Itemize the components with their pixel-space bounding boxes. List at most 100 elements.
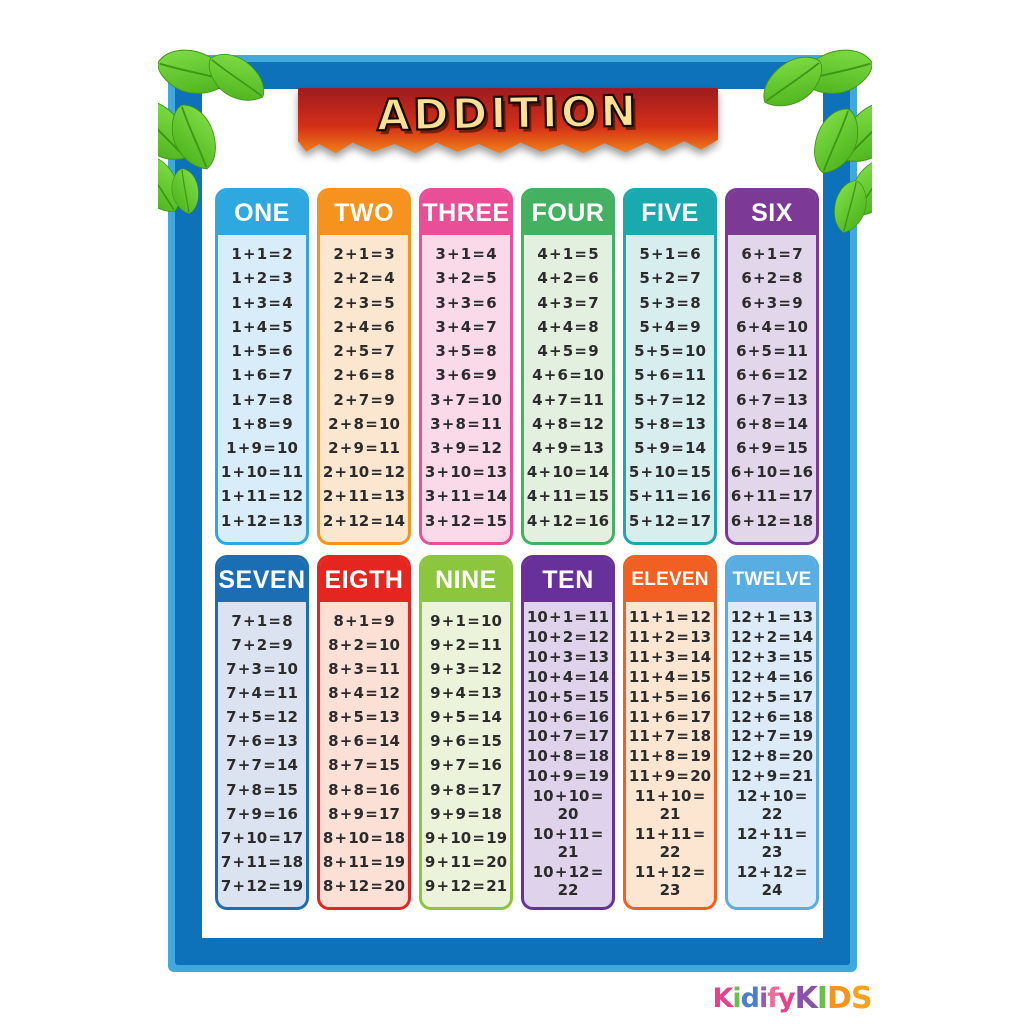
logo-letter: K	[794, 980, 818, 1016]
equation: 8 + 5 = 13	[328, 708, 400, 727]
equation: 10 + 8 = 18	[526, 747, 610, 766]
equation: 7 + 7 = 14	[226, 756, 298, 775]
equation: 5 + 8 = 13	[634, 414, 706, 433]
equation: 6 + 2 = 8	[741, 269, 803, 288]
equation: 4 + 10 = 14	[526, 463, 610, 482]
equation: 9 + 5 = 14	[430, 708, 502, 727]
card-header-eleven: ELEVEN	[626, 558, 714, 602]
equation: 10 + 5 = 15	[526, 687, 610, 706]
equation: 11 + 11 = 22	[634, 825, 706, 862]
equation: 11 + 12 = 23	[634, 863, 706, 900]
card-body-six: 6 + 1 = 7 6 + 2 = 8 6 + 3 = 9 6 + 4 = 10 6 +…	[728, 235, 816, 542]
equation: 7 + 3 = 10	[226, 660, 298, 679]
logo-letter: d	[740, 982, 760, 1014]
equation: 12 + 4 = 16	[730, 667, 814, 686]
equation: 8 + 4 = 12	[328, 684, 400, 703]
equation: 1 + 8 = 9	[231, 414, 293, 433]
equation: 1 + 11 = 12	[220, 487, 304, 506]
equation: 8 + 7 = 15	[328, 756, 400, 775]
equation: 8 + 12 = 20	[322, 876, 406, 895]
equation: 3 + 2 = 5	[435, 269, 497, 288]
equation: 1 + 6 = 7	[231, 366, 293, 385]
card-header-six: SIX	[728, 191, 816, 235]
equation: 2 + 12 = 14	[322, 511, 406, 530]
equation: 3 + 11 = 14	[424, 487, 508, 506]
equation: 3 + 4 = 7	[435, 317, 497, 336]
card-body-twelve: 12 + 1 = 13 12 + 2 = 14 12 + 3 = 15 12 + 4 …	[728, 602, 816, 907]
addition-card-three: THREE 3 + 1 = 4 3 + 2 = 5 3 + 3 = 6 3 + 4 =…	[419, 188, 513, 545]
equation: 1 + 12 = 13	[220, 511, 304, 530]
equation: 1 + 4 = 5	[231, 317, 293, 336]
equation: 8 + 3 = 11	[328, 660, 400, 679]
equation: 2 + 10 = 12	[322, 463, 406, 482]
card-body-seven: 7 + 1 = 8 7 + 2 = 9 7 + 3 = 10 7 + 4 = 11 7 …	[218, 602, 306, 907]
addition-card-four: FOUR 4 + 1 = 5 4 + 2 = 6 4 + 3 = 7 4 + 4 = …	[521, 188, 615, 545]
equation: 10 + 11 = 21	[532, 825, 604, 862]
equation: 7 + 4 = 11	[226, 684, 298, 703]
equation: 8 + 11 = 19	[322, 852, 406, 871]
equation: 6 + 12 = 18	[730, 511, 814, 530]
equation: 4 + 12 = 16	[526, 511, 610, 530]
equation: 10 + 4 = 14	[526, 667, 610, 686]
equation: 3 + 5 = 8	[435, 342, 497, 361]
equation: 10 + 2 = 12	[526, 627, 610, 646]
equation: 8 + 1 = 9	[333, 612, 395, 631]
addition-card-nine: NINE 9 + 1 = 10 9 + 2 = 11 9 + 3 = 12 9 + 4…	[419, 555, 513, 910]
addition-card-two: TWO 2 + 1 = 3 2 + 2 = 4 2 + 3 = 5 2 + 4 = 6…	[317, 188, 411, 545]
title-banner-ribbon: ADDITION	[298, 88, 718, 154]
equation: 1 + 9 = 10	[226, 438, 298, 457]
equation: 12 + 12 = 24	[736, 863, 808, 900]
equation: 3 + 9 = 12	[430, 438, 502, 457]
equation: 5 + 10 = 15	[628, 463, 712, 482]
addition-tables-row-2: SEVEN 7 + 1 = 8 7 + 2 = 9 7 + 3 = 10 7 + 4 …	[215, 555, 819, 910]
equation: 3 + 10 = 13	[424, 463, 508, 482]
equation: 2 + 5 = 7	[333, 342, 395, 361]
equation: 11 + 9 = 20	[628, 767, 712, 786]
card-body-one: 1 + 1 = 2 1 + 2 = 3 1 + 3 = 4 1 + 4 = 5 1 + …	[218, 235, 306, 542]
equation: 10 + 9 = 19	[526, 767, 610, 786]
equation: 5 + 9 = 14	[634, 438, 706, 457]
card-header-two: TWO	[320, 191, 408, 235]
equation: 6 + 7 = 13	[736, 390, 808, 409]
equation: 9 + 11 = 20	[424, 852, 508, 871]
equation: 5 + 12 = 17	[628, 511, 712, 530]
logo-letter: i	[758, 982, 768, 1014]
equation: 5 + 2 = 7	[639, 269, 701, 288]
equation: 5 + 7 = 12	[634, 390, 706, 409]
equation: 9 + 2 = 11	[430, 636, 502, 655]
card-body-three: 3 + 1 = 4 3 + 2 = 5 3 + 3 = 6 3 + 4 = 7 3 + …	[422, 235, 510, 542]
equation: 1 + 10 = 11	[220, 463, 304, 482]
equation: 4 + 4 = 8	[537, 317, 599, 336]
equation: 4 + 3 = 7	[537, 293, 599, 312]
card-header-one: ONE	[218, 191, 306, 235]
addition-card-eleven: ELEVEN 11 + 1 = 12 11 + 2 = 13 11 + 3 = 14…	[623, 555, 717, 910]
card-body-four: 4 + 1 = 5 4 + 2 = 6 4 + 3 = 7 4 + 4 = 8 4 + …	[524, 235, 612, 542]
equation: 9 + 8 = 17	[430, 780, 502, 799]
card-header-ten: TEN	[524, 558, 612, 602]
equation: 12 + 8 = 20	[730, 747, 814, 766]
equation: 2 + 11 = 13	[322, 487, 406, 506]
equation: 6 + 4 = 10	[736, 317, 808, 336]
equation: 4 + 5 = 9	[537, 342, 599, 361]
equation: 10 + 1 = 11	[526, 607, 610, 626]
equation: 7 + 2 = 9	[231, 636, 293, 655]
addition-card-five: FIVE 5 + 1 = 6 5 + 2 = 7 5 + 3 = 8 5 + 4 = …	[623, 188, 717, 545]
card-header-nine: NINE	[422, 558, 510, 602]
equation: 5 + 1 = 6	[639, 245, 701, 264]
logo-letter: i	[732, 982, 741, 1014]
equation: 4 + 7 = 11	[532, 390, 604, 409]
equation: 4 + 8 = 12	[532, 414, 604, 433]
equation: 3 + 7 = 10	[430, 390, 502, 409]
equation: 11 + 6 = 17	[628, 707, 712, 726]
equation: 6 + 11 = 17	[730, 487, 814, 506]
equation: 7 + 10 = 17	[220, 828, 304, 847]
addition-card-six: SIX 6 + 1 = 7 6 + 2 = 8 6 + 3 = 9 6 + 4 = 1…	[725, 188, 819, 545]
equation: 11 + 5 = 16	[628, 687, 712, 706]
card-header-twelve: TWELVE	[728, 558, 816, 602]
equation: 3 + 1 = 4	[435, 245, 497, 264]
equation: 2 + 7 = 9	[333, 390, 395, 409]
equation: 6 + 10 = 16	[730, 463, 814, 482]
card-header-three: THREE	[422, 191, 510, 235]
equation: 11 + 10 = 21	[634, 787, 706, 824]
